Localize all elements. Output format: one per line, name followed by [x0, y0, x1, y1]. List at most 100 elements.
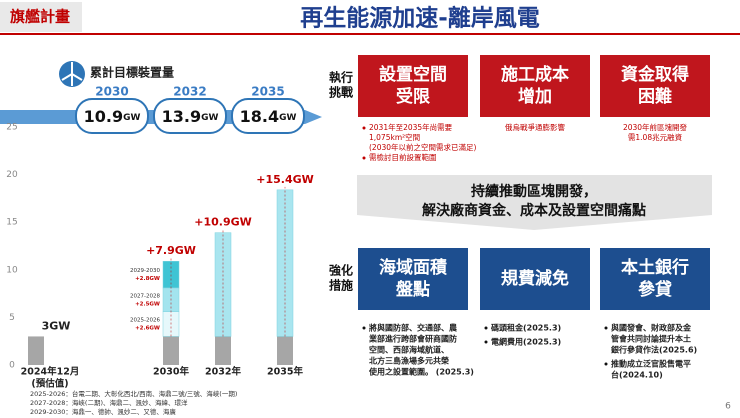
tag-box: [0, 2, 82, 32]
y-tick-label: 0: [9, 361, 15, 371]
target-year: 2035: [251, 85, 284, 99]
footnote: 2027-2028：海峽(二期)、海鼎二、渢妙、海緯、環洋: [30, 398, 188, 407]
measure-note: 管會共同討論提升本土: [611, 334, 691, 344]
box-title: 困難: [638, 86, 672, 107]
row-label: 強化: [329, 263, 353, 278]
bullet: [484, 340, 488, 344]
action-box: [600, 55, 710, 117]
bullet: [484, 326, 488, 330]
bullet: [362, 126, 366, 130]
footnote: 2029-2030：海鼎一、德帥、渢妙二、又德、海廣: [30, 407, 176, 416]
measure-note: 銀行參貸作法(2025.6): [610, 345, 697, 355]
challenge-note: 2031年至2035年尚需要: [369, 122, 453, 132]
row-label: 挑戰: [329, 85, 353, 100]
measure-note: 北方三島漁場多元共榮: [369, 356, 449, 366]
turbine-blades: [61, 62, 83, 86]
y-tick-label: 10: [6, 265, 18, 275]
target-year: 2032: [173, 85, 206, 99]
challenge-note: (2030年以前之空間需求已滿足): [369, 142, 477, 152]
target-value: 10.9GW: [84, 107, 141, 126]
bar-segment: [215, 336, 231, 365]
measure-note: 碼頭租金(2025.3): [490, 323, 561, 333]
target-unit: GW: [279, 113, 296, 123]
target-number: 18.4: [240, 107, 279, 126]
middle-text: 解決廠商資金、成本及設置空間痛點: [422, 202, 646, 219]
challenge-note: 1,075km²空間: [369, 132, 420, 142]
segment-label: +2.8GW: [135, 276, 160, 282]
target-unit: GW: [123, 113, 140, 123]
measure-note: 推動成立泛官股售電平: [611, 359, 691, 369]
challenge-note: 2030年前區塊開發: [623, 122, 688, 132]
box-title: 規費減免: [501, 268, 569, 289]
box-title: 參貸: [638, 279, 672, 300]
target-box: [75, 98, 149, 134]
bullet: [362, 156, 366, 160]
x-tick-label: 2032年: [205, 366, 241, 378]
segment-name: 2027-2028: [130, 293, 160, 299]
measure-note: 電網費用(2025.3): [491, 337, 561, 347]
target-number: 10.9: [84, 107, 123, 126]
x-tick-label: 2024年12月: [21, 366, 80, 378]
bar-segment: [277, 336, 293, 365]
bullet: [604, 362, 608, 366]
box-title: 增加: [518, 86, 552, 107]
box-title: 本土銀行: [621, 257, 689, 278]
middle-box: [357, 175, 712, 230]
bar-label: +10.9GW: [194, 216, 252, 229]
bar-segment: [163, 336, 179, 365]
challenge-note: 需1.08兆元融資: [628, 132, 683, 142]
challenge-note: 俄烏戰爭通膨影響: [505, 122, 565, 132]
category-note: (預估值): [31, 378, 68, 390]
action-box: [358, 248, 468, 310]
box-title: 施工成本: [501, 64, 569, 85]
box-title: 海域面積: [379, 257, 448, 278]
target-value: 13.9GW: [162, 107, 219, 126]
segment-name: 2029-2030: [130, 268, 160, 274]
challenge-note: 需檢討目前設置範圍: [369, 152, 437, 162]
action-box: [600, 248, 710, 310]
page-number: 6: [725, 402, 731, 412]
target-number: 13.9: [162, 107, 201, 126]
action-box: [480, 55, 590, 117]
footnote: 2025-2026：台電二期、大彰化西北/西南、海鼎二號/三號、海峽(一期): [30, 389, 237, 398]
segment-name: 2025-2026: [130, 318, 160, 324]
measure-note: 台(2024.10): [611, 370, 663, 380]
box-title: 盤點: [396, 279, 430, 300]
row-label: 執行: [329, 70, 353, 85]
bar-label: +15.4GW: [256, 173, 314, 186]
bar-label: +7.9GW: [146, 244, 196, 257]
target-year: 2030: [95, 85, 128, 99]
action-box: [480, 248, 590, 310]
box-title: 設置空間: [379, 64, 447, 85]
panel-label: 累計目標裝置量: [90, 65, 174, 80]
y-tick-label: 5: [9, 313, 15, 323]
title: 再生能源加速-離岸風電: [300, 5, 540, 32]
x-tick-label: 2035年: [267, 366, 303, 378]
measure-note: 空間、西部海域航道、: [369, 345, 449, 355]
measure-note: 將與國防部、交通部、農: [369, 323, 457, 333]
row-label: 措施: [329, 278, 353, 293]
tag: 旗艦計畫: [10, 8, 70, 26]
target-box: [231, 98, 305, 134]
target-value: 18.4GW: [240, 107, 297, 126]
middle-text: 持續推動區塊開發，: [471, 183, 597, 200]
bar-segment: [28, 336, 44, 365]
measure-note: 業部進行跨部會研商國防: [368, 334, 457, 344]
target-unit: GW: [201, 113, 218, 123]
y-tick-label: 15: [6, 218, 17, 228]
box-title: 資金取得: [621, 64, 689, 85]
box-title: 受限: [396, 86, 430, 107]
action-box: [358, 55, 468, 117]
measure-note: 與國發會、財政部及金: [611, 323, 692, 333]
segment-label: +2.6GW: [135, 326, 160, 332]
segment-label: +2.5GW: [135, 301, 160, 307]
measure-note: 使用之設置範圍。 (2025.3): [368, 367, 474, 377]
y-tick-label: 25: [6, 123, 17, 133]
bullet: [362, 326, 366, 330]
bar-label: 3GW: [42, 319, 71, 332]
x-tick-label: 2030年: [153, 366, 189, 378]
target-box: [153, 98, 227, 134]
y-tick-label: 20: [6, 170, 18, 180]
bullet: [604, 326, 608, 330]
